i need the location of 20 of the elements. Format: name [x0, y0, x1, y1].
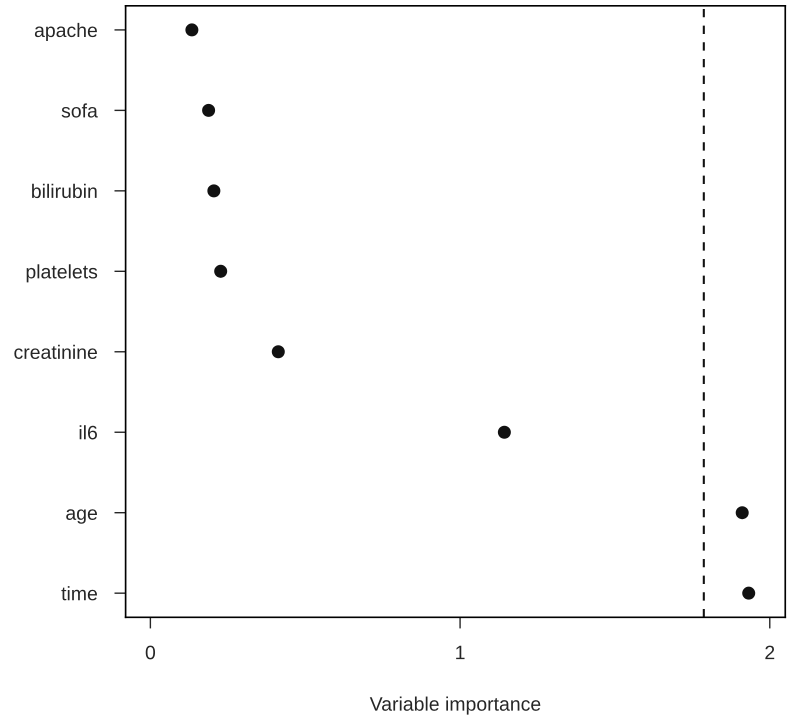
y-tick-label: age	[66, 509, 97, 524]
y-tick-label: il6	[80, 425, 97, 440]
y-tick-label: platelets	[26, 264, 98, 282]
point	[498, 426, 511, 439]
point	[214, 264, 228, 278]
x-tick-label: 2	[765, 646, 774, 660]
y-tick-label: time	[61, 586, 97, 600]
x-axis-title: Variable importance	[370, 696, 540, 715]
x-tick-label: 0	[146, 646, 156, 660]
point	[272, 345, 285, 358]
x-tick-label: 1	[456, 646, 465, 660]
y-tick-label: creatinine	[14, 344, 97, 360]
y-tick-label: bilirubin	[32, 184, 97, 198]
point	[202, 104, 216, 117]
point	[185, 23, 198, 36]
y-tick-label: sofa	[62, 103, 98, 118]
point	[207, 184, 220, 198]
point	[742, 586, 756, 600]
y-tick-label: apache	[34, 22, 97, 41]
point	[736, 506, 749, 520]
